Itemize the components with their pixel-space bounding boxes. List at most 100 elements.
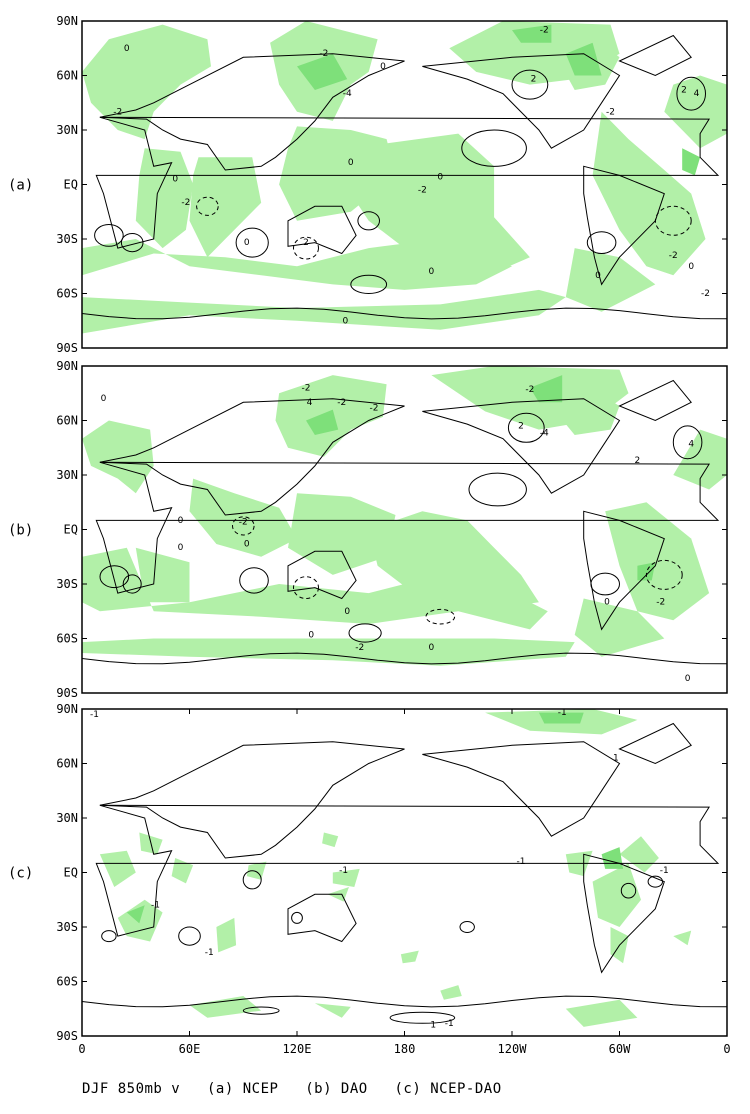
contour-label: -2: [540, 26, 549, 36]
negative-shade-region: [314, 1003, 351, 1018]
panel-label: (c): [8, 866, 33, 882]
y-tick-label: 60S: [56, 975, 78, 989]
positive-contour: [672, 425, 703, 460]
contour-label: 2: [531, 75, 537, 85]
negative-shade-region: [547, 384, 620, 435]
contour-label: 2: [518, 421, 524, 431]
y-tick-label: 60S: [56, 632, 78, 646]
y-tick-label: 60N: [56, 69, 78, 83]
positive-contour: [357, 211, 381, 231]
contour-label: -2: [656, 598, 665, 608]
y-tick-label: 90S: [56, 341, 78, 355]
negative-shade-region: [246, 861, 267, 880]
coastline: [99, 53, 405, 171]
positive-contour: [586, 231, 617, 255]
coastline: [583, 165, 665, 286]
contour-label: 0: [343, 316, 349, 326]
y-tick-label: EQ: [64, 178, 78, 192]
coastline: [422, 53, 621, 149]
map-panel-ncep-dao: -1 -1 1 -1 -1 -1 -1 -1 1 -1 90N 60N 30N EQ 30S 60S 90S (c…: [8, 702, 728, 1043]
contour-label: 0: [344, 607, 350, 617]
x-tick-label: 0: [78, 1042, 85, 1056]
strong-negative-region: [682, 148, 701, 176]
negative-shade-region: [82, 420, 154, 494]
coastline: [422, 398, 621, 494]
positive-contour: [461, 129, 527, 167]
positive-contour: [507, 412, 545, 443]
y-tick-label: 90N: [56, 359, 78, 373]
negative-shade-region: [99, 850, 136, 887]
contour-label: 4: [307, 398, 313, 408]
strong-negative-region: [538, 712, 584, 724]
y-tick-label: 30S: [56, 232, 78, 246]
positive-contour: [389, 1011, 456, 1024]
contour-label: -4: [343, 89, 352, 99]
contour-label: -2: [669, 251, 678, 261]
y-tick-label: EQ: [64, 523, 78, 537]
positive-contour: [647, 875, 663, 888]
coastline: [618, 34, 692, 77]
negative-shade-region: [332, 868, 360, 887]
negative-shade-region: [673, 429, 727, 490]
negative-shade-region: [82, 638, 575, 666]
contour-label: -2: [370, 403, 379, 413]
contour-label: -1: [151, 901, 160, 911]
negative-shade-region: [82, 239, 512, 290]
contour-label: 0: [685, 674, 691, 684]
positive-contour: [178, 926, 201, 946]
contour-label: 0: [688, 262, 694, 272]
positive-contour: [468, 472, 527, 507]
negative-contour: [425, 608, 456, 625]
map-field: 0-20-220-20-20-4-22-22 400 0-20-20: [82, 21, 727, 334]
negative-shade-region: [171, 858, 194, 884]
negative-shade-region: [440, 985, 462, 1000]
positive-contour: [348, 623, 382, 643]
contour-label: 0: [429, 643, 435, 653]
contour-label: 0: [244, 540, 250, 550]
strong-negative-region: [565, 42, 602, 76]
contour-label: 2: [681, 86, 687, 96]
negative-shade-region: [82, 547, 548, 630]
coastline: [99, 398, 405, 516]
map-field: 0 0 0 0 -2 -2 4 -2 -2 -2 2 -4 2 4 0 0 -2 0 0 -2 0: [82, 366, 727, 684]
contour-label: -2: [355, 643, 364, 653]
contour-label: 0: [101, 394, 107, 404]
negative-contour: [196, 196, 219, 216]
negative-shade-region: [592, 863, 641, 927]
y-tick-label: 90S: [56, 686, 78, 700]
positive-contour: [235, 227, 269, 258]
x-tick-label: 180: [394, 1042, 416, 1056]
figure-caption: DJF 850mb v (a) NCEP (b) DAO (c) NCEP-DA…: [82, 1081, 502, 1097]
contour-label: 0: [178, 543, 184, 553]
coastline: [618, 722, 692, 765]
strong-negative-region: [529, 375, 563, 403]
negative-contour: [645, 559, 683, 590]
negative-shade-region: [82, 24, 211, 140]
strong-negative-region: [126, 905, 145, 924]
antarctica-coastline: [82, 307, 727, 320]
contour-label: -2: [606, 107, 615, 117]
strong-negative-region: [297, 53, 348, 90]
map-field: -1 -1 1 -1 -1 -1 -1 -1 1 -1: [82, 709, 727, 1031]
negative-contour: [293, 576, 319, 599]
contour-label: -2: [302, 383, 311, 393]
map-panel-dao: 0 0 0 0 -2 -2 4 -2 -2 -2 2 -4 2 4 0 0 -2 0 0 -2 0 90N 60N 30N EQ…: [8, 359, 728, 700]
negative-shade-region: [368, 511, 539, 612]
negative-shade-region: [189, 996, 262, 1018]
contour-label: 2: [635, 456, 641, 466]
contour-label: 0: [437, 173, 443, 183]
coastline: [95, 461, 720, 594]
contour-label: -4: [540, 429, 549, 439]
contour-label: -2: [113, 107, 122, 117]
positive-contour: [676, 76, 707, 111]
x-tick-label: 60W: [609, 1042, 631, 1056]
negative-shade-region: [664, 75, 727, 149]
map-panel-ncep: 0-20-220-20-20-4-22-22 400 0-20-2090N60N30…: [8, 14, 728, 355]
positive-contour: [620, 882, 637, 899]
strong-negative-region: [306, 409, 339, 435]
y-tick-label: 30N: [56, 123, 78, 137]
x-tick-label: 0: [723, 1042, 730, 1056]
contour-label: -2: [701, 289, 710, 299]
positive-contour: [242, 1006, 280, 1015]
positive-contour: [242, 870, 262, 890]
